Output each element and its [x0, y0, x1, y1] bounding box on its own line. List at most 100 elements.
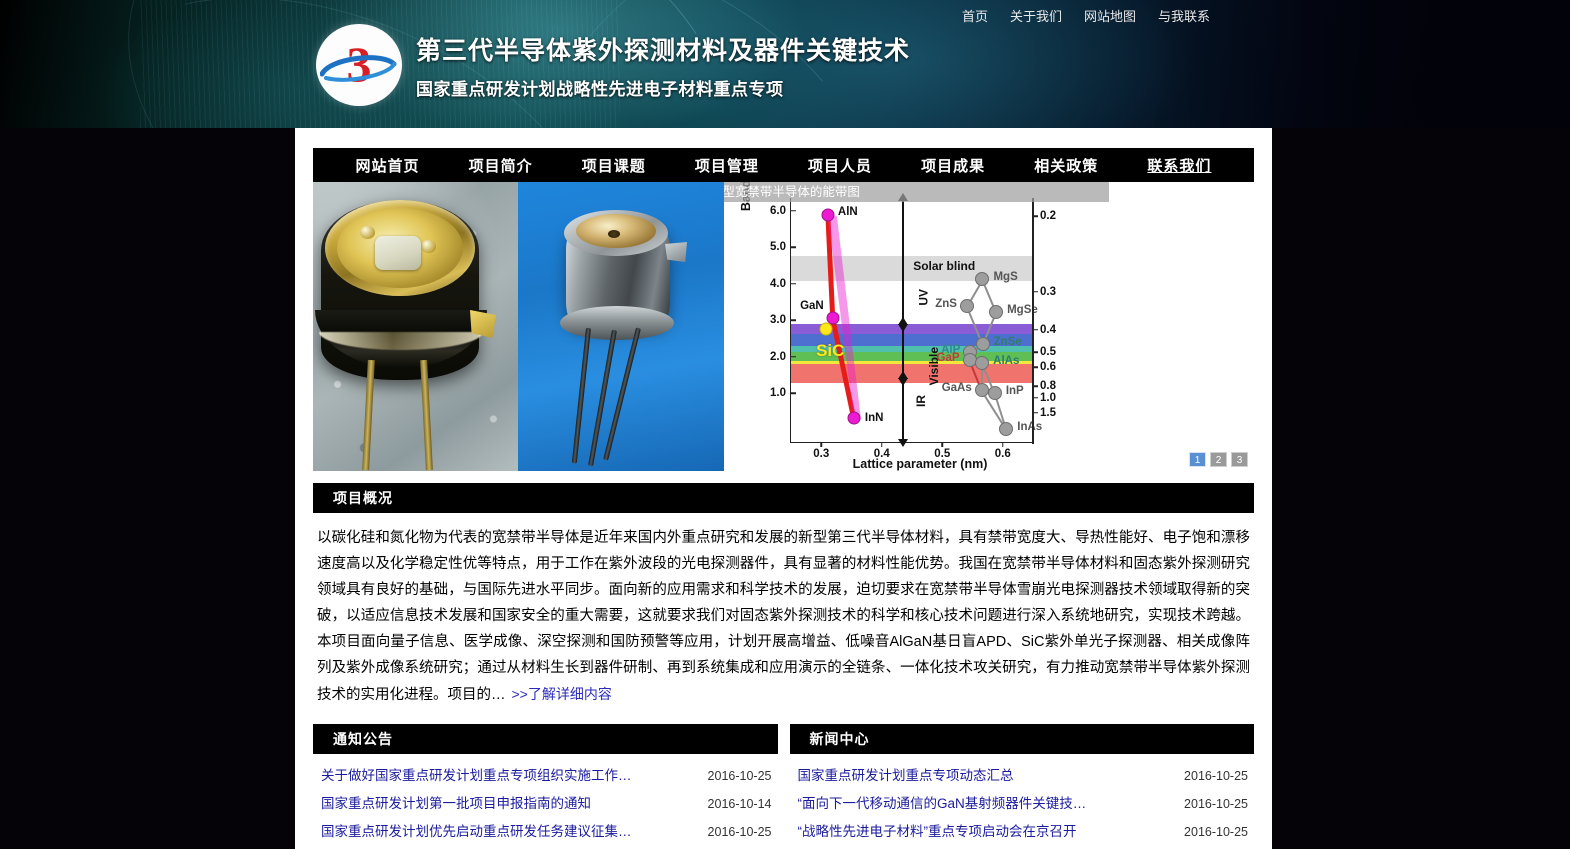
menu-item-project-intro[interactable]: 项目简介 — [468, 157, 533, 175]
chart-point-mgse — [989, 304, 1004, 319]
notices-list: 关于做好国家重点研发计划重点专项组织实施工作… 2016-10-25 国家重点研… — [313, 754, 778, 849]
photo-sic-apd-detector — [518, 182, 724, 471]
chart-point-label-inp: InP — [1005, 385, 1024, 397]
chart-point-sic — [819, 322, 833, 336]
chart-y2tick: 0.5 — [1032, 346, 1056, 358]
project-overview-section: 项目概况 以碳化硅和氮化物为代表的宽禁带半导体是近年来国内外重点研究和发展的新型… — [313, 483, 1254, 716]
menu-item-policies[interactable]: 相关政策 — [1034, 157, 1099, 175]
notices-more-link[interactable]: <<更多 — [315, 844, 776, 849]
chart-arrow-head — [898, 371, 909, 380]
bandgap-chart-panel: GaN紫外传感器、SiC雪崩光电探测器、典型宽禁带半导体的能带图 Band-ga… — [724, 182, 1254, 471]
brand-text-block: 第三代半导体紫外探测材料及器件关键技术 国家重点研发计划战略性先进电子材料重点专… — [416, 31, 910, 100]
list-item[interactable]: 国家重点研发计划重点专项动态汇总 2016-10-25 — [792, 760, 1253, 788]
menu-item-project-admin[interactable]: 项目管理 — [694, 157, 759, 175]
chart-area: Band-gap energy (eV) Lattice parameter (… — [739, 182, 1092, 471]
chart-point-label-sic: SiC — [816, 340, 845, 360]
chart-band-cyan — [791, 346, 1033, 353]
chart-point-mgs — [975, 272, 990, 287]
chart-y2tick: 1.0 — [1032, 392, 1056, 404]
chart-point-znse — [975, 337, 990, 351]
chart-point-label-zns: ZnS — [935, 297, 957, 310]
banner-slider[interactable]: GaN紫外传感器、SiC雪崩光电探测器、典型宽禁带半导体的能带图 Band-ga… — [313, 182, 1254, 471]
top-nav-item-about[interactable]: 关于我们 — [1009, 9, 1062, 24]
chart-point-label-znse: ZnSe — [993, 336, 1022, 348]
chart-xtick: 0.5 — [934, 442, 950, 460]
menu-item-contact-us[interactable]: 联系我们 — [1147, 157, 1212, 175]
list-item[interactable]: “面向下一代移动通信的GaN基射频器件关键技… 2016-10-25 — [792, 788, 1253, 816]
chart-point-aln — [821, 208, 835, 222]
notices-heading: 通知公告 — [313, 724, 778, 754]
list-item[interactable]: 关于做好国家重点研发计划重点专项组织实施工作… 2016-10-25 — [315, 760, 776, 788]
chart-band-blue — [791, 334, 1033, 347]
menu-item-project-topics[interactable]: 项目课题 — [581, 157, 646, 175]
chart-range-arrow — [902, 325, 905, 380]
list-item[interactable]: 国家重点研发计划第一批项目申报指南的通知 2016-10-14 — [315, 788, 776, 816]
top-utility-nav[interactable]: 首页 关于我们 网站地图 与我联系 — [962, 6, 1210, 25]
notice-date: 2016-10-25 — [707, 825, 772, 839]
news-panel: 新闻中心 国家重点研发计划重点专项动态汇总 2016-10-25 “面向下一代移… — [789, 724, 1254, 849]
menu-item-project-people[interactable]: 项目人员 — [808, 157, 873, 175]
chart-point-label-gap: GaP — [936, 351, 960, 364]
slider-page-2[interactable]: 2 — [1210, 452, 1227, 467]
photo-gan-uv-sensor — [313, 182, 518, 471]
news-title[interactable]: 国家重点研发计划重点专项动态汇总 — [797, 768, 1014, 783]
chart-y2tick: 1.5 — [1032, 407, 1056, 419]
slider-pagination[interactable]: 1 2 3 — [1189, 452, 1248, 467]
chart-y2tick: 0.2 — [1032, 210, 1056, 222]
bottom-panels-row: 通知公告 关于做好国家重点研发计划重点专项组织实施工作… 2016-10-25 … — [313, 724, 1254, 849]
main-navigation-bar[interactable]: 网站首页 项目简介 项目课题 项目管理 项目人员 项目成果 相关政策 联系我们 — [313, 148, 1254, 182]
chart-ytick: 1.0 — [770, 387, 791, 399]
chart-point-inp — [987, 386, 1002, 400]
chart-y2tick: 0.8 — [1032, 380, 1056, 392]
slider-page-3[interactable]: 3 — [1231, 452, 1248, 467]
news-heading: 新闻中心 — [789, 724, 1254, 754]
notice-title[interactable]: 国家重点研发计划优先启动重点研发任务建议征集… — [321, 824, 632, 839]
chart-right-axis — [1032, 198, 1034, 444]
chart-ytick: 6.0 — [770, 205, 791, 217]
chart-ytick: 4.0 — [770, 278, 791, 290]
chart-point-label-alas: AlAs — [993, 355, 1020, 368]
chart-ytick: 5.0 — [770, 241, 791, 253]
chart-point-alas — [975, 356, 990, 371]
notice-title[interactable]: 关于做好国家重点研发计划重点专项组织实施工作… — [321, 768, 632, 783]
notices-panel: 通知公告 关于做好国家重点研发计划重点专项组织实施工作… 2016-10-25 … — [313, 724, 778, 849]
chart-point-label-aln: AlN — [837, 206, 858, 219]
top-nav-item-contact[interactable]: 与我联系 — [1157, 9, 1210, 24]
logo-numeral: 3 — [346, 36, 372, 92]
chart-point-label-gaas: GaAs — [941, 382, 972, 395]
menu-item-project-results[interactable]: 项目成果 — [921, 157, 986, 175]
menu-item-site-home[interactable]: 网站首页 — [355, 157, 420, 175]
chart-point-label-mgs: MgS — [993, 271, 1018, 284]
news-more-link[interactable]: <<更多 — [792, 844, 1253, 849]
overview-text: 以碳化硅和氮化物为代表的宽禁带半导体是近年来国内外重点研究和发展的新型第三代半导… — [317, 530, 1250, 703]
chart-xtick: 0.3 — [813, 442, 829, 460]
site-brand[interactable]: 3 第三代半导体紫外探测材料及器件关键技术 国家重点研发计划战略性先进电子材料重… — [316, 24, 910, 106]
chart-range-arrow — [902, 379, 905, 441]
notice-title[interactable]: 国家重点研发计划第一批项目申报指南的通知 — [321, 796, 591, 811]
chart-point-label-gan: GaN — [800, 299, 824, 312]
list-item[interactable]: “战略性先进电子材料”重点专项启动会在京召开 2016-10-25 — [792, 816, 1253, 844]
overview-heading: 项目概况 — [313, 483, 1254, 513]
news-date: 2016-10-25 — [1184, 769, 1248, 783]
news-title[interactable]: “面向下一代移动通信的GaN基射频器件关键技… — [797, 796, 1087, 811]
list-item[interactable]: 国家重点研发计划优先启动重点研发任务建议征集… 2016-10-25 — [315, 816, 776, 844]
chart-plot: Solar blind UV Visible IR AlN GaN InN SiC MgS ZnS… — [770, 192, 1042, 460]
slider-page-1[interactable]: 1 — [1189, 452, 1206, 467]
chart-point-label-mgse: MgSe — [1007, 303, 1038, 316]
chart-ytick: 3.0 — [770, 314, 791, 326]
chart-point-inas — [999, 421, 1014, 436]
page-container: 网站首页 项目简介 项目课题 项目管理 项目人员 项目成果 相关政策 联系我们 — [295, 128, 1272, 849]
site-logo-icon[interactable]: 3 — [316, 24, 402, 106]
news-title[interactable]: “战略性先进电子材料”重点专项启动会在京召开 — [797, 824, 1077, 839]
top-nav-item-home[interactable]: 首页 — [961, 9, 988, 24]
chart-point-gaas — [974, 383, 989, 398]
chart-point-label-inas: InAs — [1017, 420, 1043, 433]
overview-more-link[interactable]: >>了解详细内容 — [511, 686, 612, 702]
top-nav-item-sitemap[interactable]: 网站地图 — [1083, 9, 1136, 24]
overview-body: 以碳化硅和氮化物为代表的宽禁带半导体是近年来国内外重点研究和发展的新型第三代半导… — [313, 513, 1254, 716]
chart-band-yellow — [791, 360, 1033, 365]
chart-y2tick: 0.3 — [1032, 286, 1056, 298]
chart-label-solar-blind: Solar blind — [913, 259, 976, 274]
chart-band-green — [791, 352, 1033, 361]
